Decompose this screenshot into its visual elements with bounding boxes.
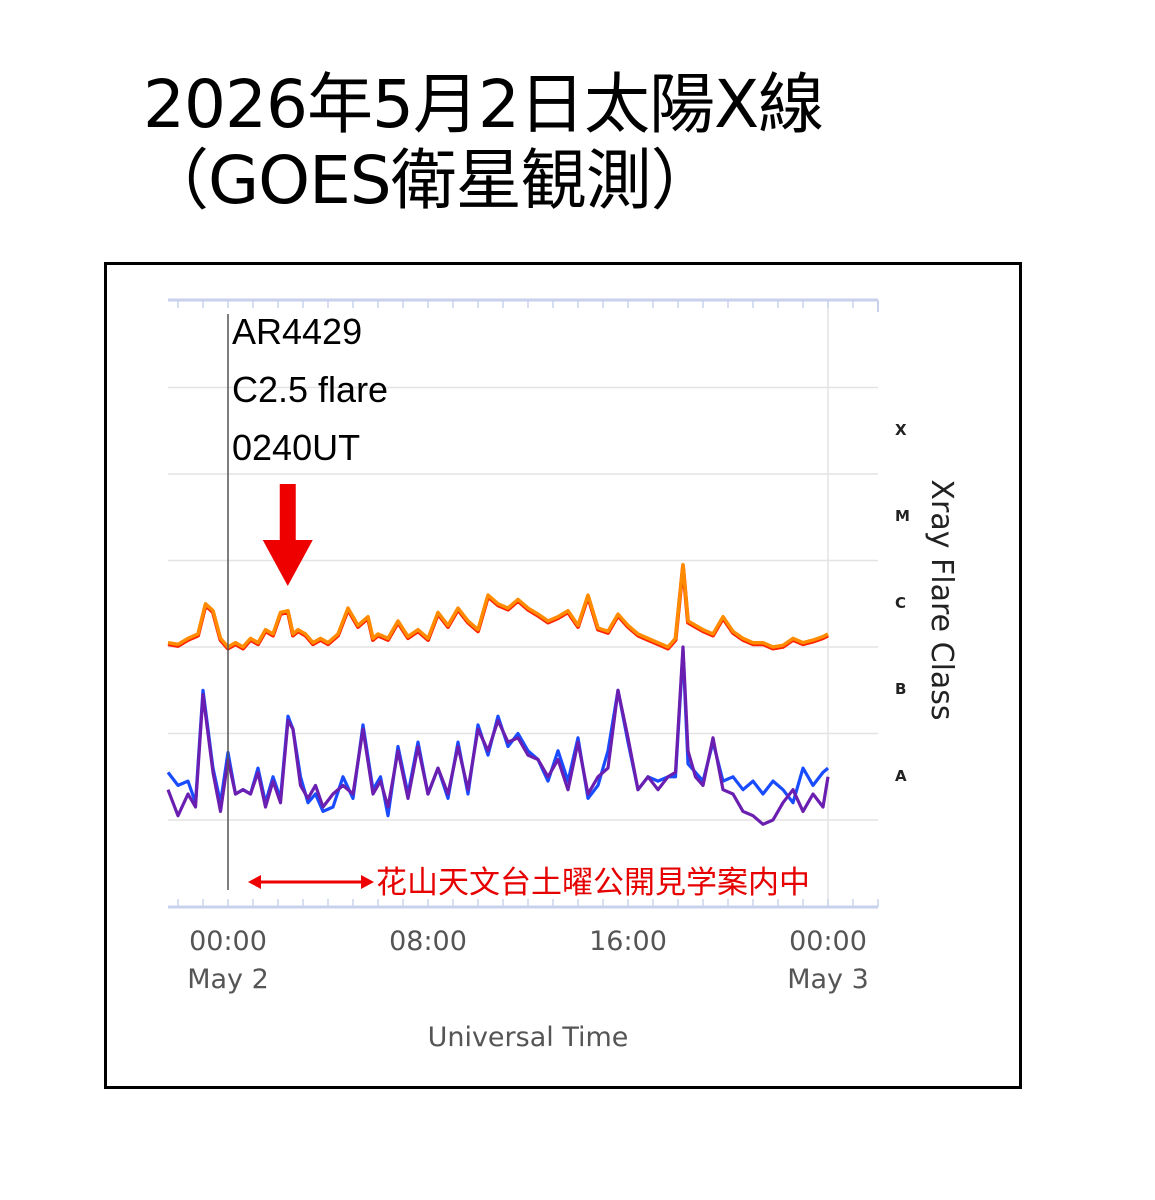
flare-arrow-head — [262, 540, 313, 586]
x-tick-time: 08:00 — [389, 926, 467, 957]
annotation-flare: C2.5 flare — [232, 369, 389, 410]
flare-arrow-shaft — [279, 484, 296, 540]
y-class-label: X — [895, 420, 907, 439]
chart-markers — [227, 314, 374, 890]
series-line-long — [167, 563, 829, 649]
series-line-long-edge — [167, 564, 829, 651]
observation-arrow-right — [361, 875, 374, 889]
chart-axes — [168, 298, 879, 909]
annotation-time: 0240UT — [232, 427, 361, 468]
page-title-line1: 2026年5月2日太陽X線 — [143, 66, 824, 143]
page-title-line2: （GOES衛星観測） — [143, 142, 717, 219]
chart-frame — [104, 262, 1022, 1089]
x-tick-time: 00:00 — [189, 926, 267, 957]
annotation-region: AR4429 — [232, 311, 363, 352]
x-tick-time: 16:00 — [589, 926, 667, 957]
observation-window-label: 花山天文台土曜公開見学案内中 — [376, 865, 810, 901]
chart-series — [166, 563, 830, 826]
y-class-label: B — [895, 680, 907, 699]
observation-arrow-left — [248, 875, 261, 889]
y-class-label: A — [895, 766, 907, 785]
y-axis-label: Xray Flare Class — [924, 479, 959, 721]
y-class-label: C — [895, 593, 907, 612]
series-line-short-purple — [166, 645, 830, 826]
y-class-label: M — [895, 507, 910, 526]
x-tick-date: May 3 — [787, 964, 869, 995]
x-tick-date: May 2 — [187, 964, 269, 995]
x-tick-time: 00:00 — [789, 926, 867, 957]
x-axis-label: Universal Time — [427, 1022, 629, 1053]
